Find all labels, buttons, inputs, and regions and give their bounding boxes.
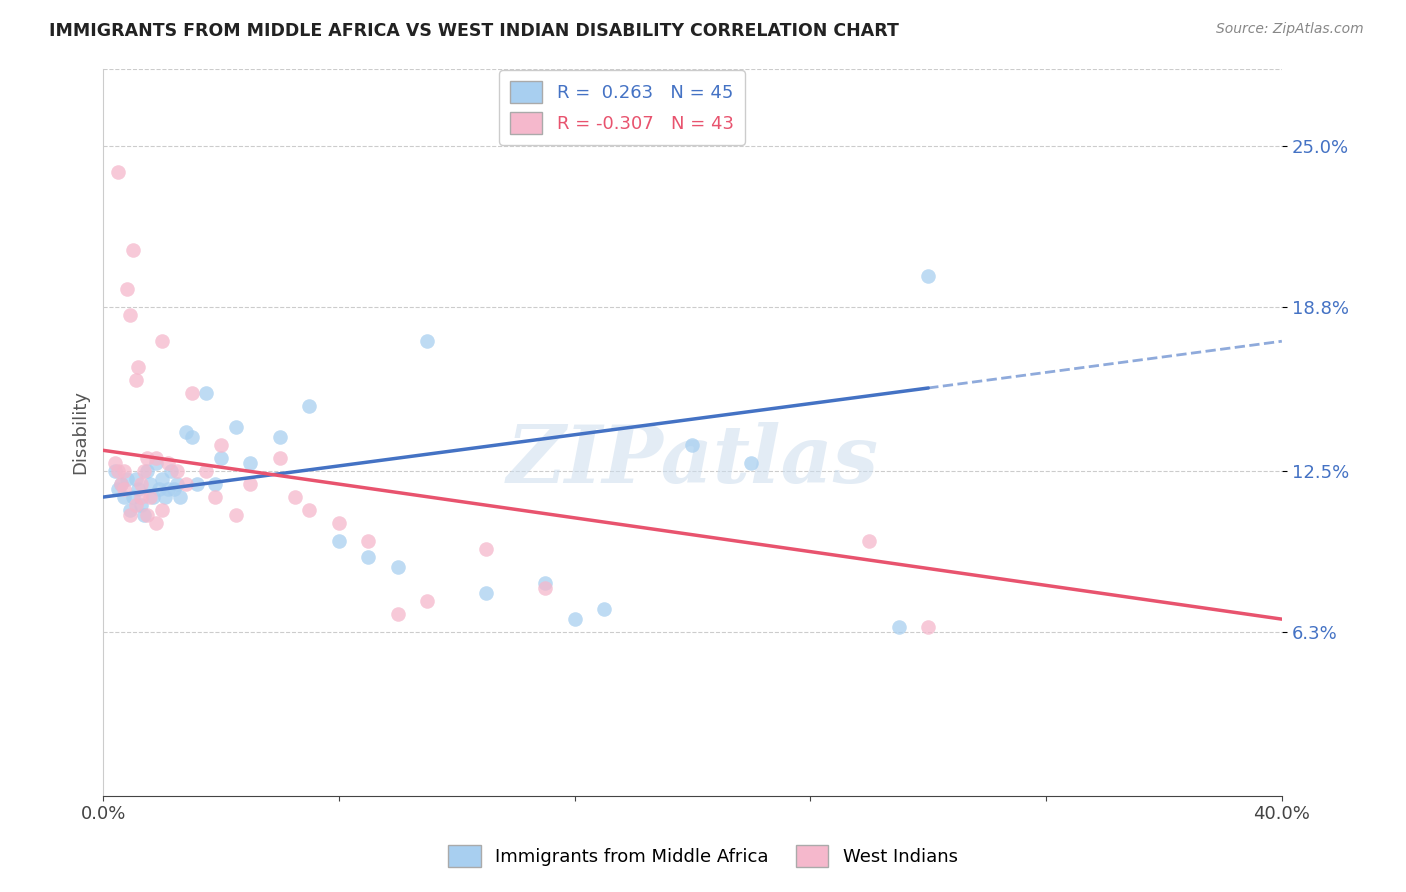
Point <box>145 451 167 466</box>
Point <box>239 477 262 491</box>
Point <box>298 503 321 517</box>
Point <box>131 490 153 504</box>
Point <box>104 456 127 470</box>
Point <box>107 464 129 478</box>
Point <box>115 282 138 296</box>
Legend: R =  0.263   N = 45, R = -0.307   N = 43: R = 0.263 N = 45, R = -0.307 N = 43 <box>499 70 745 145</box>
Point <box>225 508 247 523</box>
Point <box>357 549 380 564</box>
Text: Source: ZipAtlas.com: Source: ZipAtlas.com <box>1216 22 1364 37</box>
Point <box>416 594 439 608</box>
Point <box>166 477 188 491</box>
Point <box>150 503 173 517</box>
Point <box>239 456 262 470</box>
Point <box>110 477 132 491</box>
Point <box>124 498 146 512</box>
Point <box>131 498 153 512</box>
Point <box>682 438 704 452</box>
Point <box>112 464 135 478</box>
Point <box>328 516 350 530</box>
Point <box>174 477 197 491</box>
Point <box>112 490 135 504</box>
Point <box>134 464 156 478</box>
Point <box>328 534 350 549</box>
Point <box>121 244 143 258</box>
Point <box>118 503 141 517</box>
Point <box>887 620 910 634</box>
Point <box>127 483 149 497</box>
Point <box>127 360 149 375</box>
Point <box>387 607 409 621</box>
Text: ZIPatlas: ZIPatlas <box>506 423 879 500</box>
Point <box>156 483 179 497</box>
Point <box>186 477 208 491</box>
Point <box>163 483 186 497</box>
Point <box>209 438 232 452</box>
Point <box>124 472 146 486</box>
Point <box>160 464 183 478</box>
Point <box>136 508 159 523</box>
Point <box>195 464 218 478</box>
Point <box>534 581 557 595</box>
Point <box>110 477 132 491</box>
Legend: Immigrants from Middle Africa, West Indians: Immigrants from Middle Africa, West Indi… <box>441 838 965 874</box>
Point <box>284 490 307 504</box>
Point <box>118 308 141 322</box>
Point <box>145 516 167 530</box>
Point <box>104 464 127 478</box>
Point <box>204 477 226 491</box>
Point <box>269 451 291 466</box>
Point <box>225 420 247 434</box>
Text: IMMIGRANTS FROM MIDDLE AFRICA VS WEST INDIAN DISABILITY CORRELATION CHART: IMMIGRANTS FROM MIDDLE AFRICA VS WEST IN… <box>49 22 898 40</box>
Point <box>139 490 162 504</box>
Point <box>142 490 165 504</box>
Point <box>156 456 179 470</box>
Point <box>107 165 129 179</box>
Point <box>148 483 170 497</box>
Point <box>917 269 939 284</box>
Point <box>357 534 380 549</box>
Point <box>136 464 159 478</box>
Point <box>269 430 291 444</box>
Point <box>121 490 143 504</box>
Point <box>112 483 135 497</box>
Point <box>145 456 167 470</box>
Point <box>115 472 138 486</box>
Point <box>150 334 173 349</box>
Point <box>195 386 218 401</box>
Point <box>298 399 321 413</box>
Point <box>204 490 226 504</box>
Point <box>174 425 197 439</box>
Point <box>169 490 191 504</box>
Point <box>166 464 188 478</box>
Point <box>153 490 176 504</box>
Point <box>858 534 880 549</box>
Point <box>534 575 557 590</box>
Point <box>107 483 129 497</box>
Point <box>180 386 202 401</box>
Point <box>387 560 409 574</box>
Point <box>593 601 616 615</box>
Point <box>118 508 141 523</box>
Point <box>475 541 498 556</box>
Point <box>150 472 173 486</box>
Point <box>134 508 156 523</box>
Point <box>131 477 153 491</box>
Point <box>209 451 232 466</box>
Point <box>564 612 586 626</box>
Point <box>180 430 202 444</box>
Y-axis label: Disability: Disability <box>72 390 89 475</box>
Point <box>139 477 162 491</box>
Point <box>475 586 498 600</box>
Point <box>740 456 762 470</box>
Point <box>416 334 439 349</box>
Point <box>917 620 939 634</box>
Point <box>136 451 159 466</box>
Point <box>124 373 146 387</box>
